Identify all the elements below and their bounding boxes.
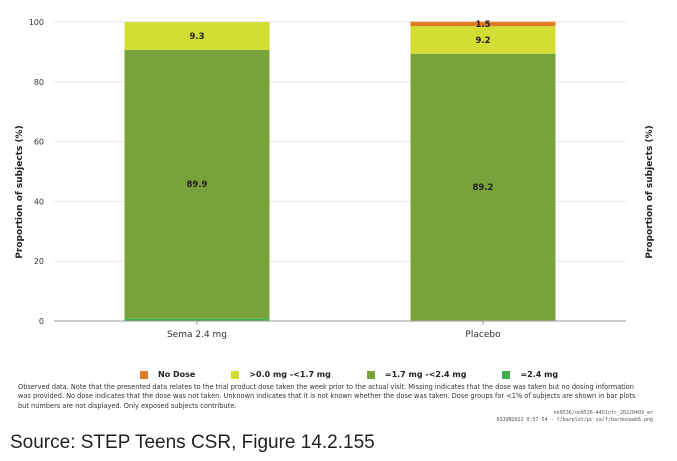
legend-swatch-no-dose (140, 370, 148, 379)
legend-item-no-dose: No Dose (140, 370, 195, 379)
data-label-placebo-no-dose: 1.5 (475, 20, 490, 30)
x-tick-label-placebo: Placebo (465, 330, 501, 340)
legend-swatch-mid-dose (366, 370, 375, 379)
bar-sema-2-4-mg-0-0-mg-1-7-mg (124, 22, 270, 50)
y-axis-title-left: Proportion of subjects (%) (15, 125, 25, 258)
y-tick-label-20: 20 (34, 257, 44, 266)
y-tick-label-0: 0 (39, 317, 44, 326)
file-info: nn9536/nn9536-4451ctr_20220403_er 03JUN2… (496, 410, 653, 424)
legend-label-full-dose: =2.4 mg (520, 370, 559, 379)
legend-swatch-full-dose (502, 370, 511, 379)
y-tick-label-40: 40 (34, 197, 44, 206)
x-tick-label-sema-2-4-mg: Sema 2.4 mg (167, 330, 227, 340)
chart: 89.9 9.3 89.2 9.2 1.5 0 20 40 60 80 100 Sema 2.4 … (15, 18, 655, 340)
legend-item-full-dose: =2.4 mg (502, 370, 558, 379)
x-axis-ticks: Sema 2.4 mg Placebo (167, 321, 501, 340)
y-axis-ticks: 0 20 40 60 80 100 (29, 18, 44, 326)
source-caption: Source: STEP Teens CSR, Figure 14.2.155 (10, 432, 375, 453)
bar-placebo-1-7-mg-2-4-mg (410, 53, 556, 321)
legend-label-no-dose: No Dose (158, 370, 196, 379)
legend-swatch-low-dose (231, 370, 240, 379)
bar-sema-2-4-mg-2-4-mg (124, 318, 270, 321)
file-info-line-2: 03JUN2022 0:57:54 - f/barplot/pc sa/f/ba… (496, 417, 653, 423)
bars (124, 21, 556, 321)
legend-label-mid-dose: =1.7 mg -<2.4 mg (384, 370, 467, 379)
file-info-line-1: nn9536/nn9536-4451ctr_20220403_er (553, 410, 653, 416)
y-tick-label-60: 60 (34, 138, 44, 147)
legend-item-mid-dose: =1.7 mg -<2.4 mg (366, 370, 467, 379)
y-axis-title-right: Proportion of subjects (%) (645, 125, 655, 258)
y-tick-label-100: 100 (29, 18, 44, 27)
bar-sema-2-4-mg-1-7-mg-2-4-mg (124, 49, 270, 319)
y-tick-label-80: 80 (34, 78, 44, 87)
data-label-placebo-1-7-mg-2-4-mg: 89.2 (473, 183, 494, 193)
data-label-placebo-0-0-mg-1-7-mg: 9.2 (475, 36, 490, 46)
chart-footnote: Observed data. Note that the presented d… (18, 383, 636, 410)
data-label-sema-2-4-mg-0-0-mg-1-7-mg: 9.3 (189, 32, 204, 42)
data-labels: 89.9 9.3 89.2 9.2 1.5 (187, 20, 494, 193)
bar-placebo-0-0-mg-1-7-mg (410, 26, 556, 54)
legend-label-low-dose: >0.0 mg -<1.7 mg (249, 370, 331, 379)
bar-placebo-no-dose (410, 21, 556, 27)
data-label-sema-2-4-mg-1-7-mg-2-4-mg: 89.9 (187, 180, 208, 190)
legend: No Dose >0.0 mg -<1.7 mg =1.7 mg -<2.4 m… (140, 370, 558, 379)
legend-item-low-dose: >0.0 mg -<1.7 mg (231, 370, 331, 379)
